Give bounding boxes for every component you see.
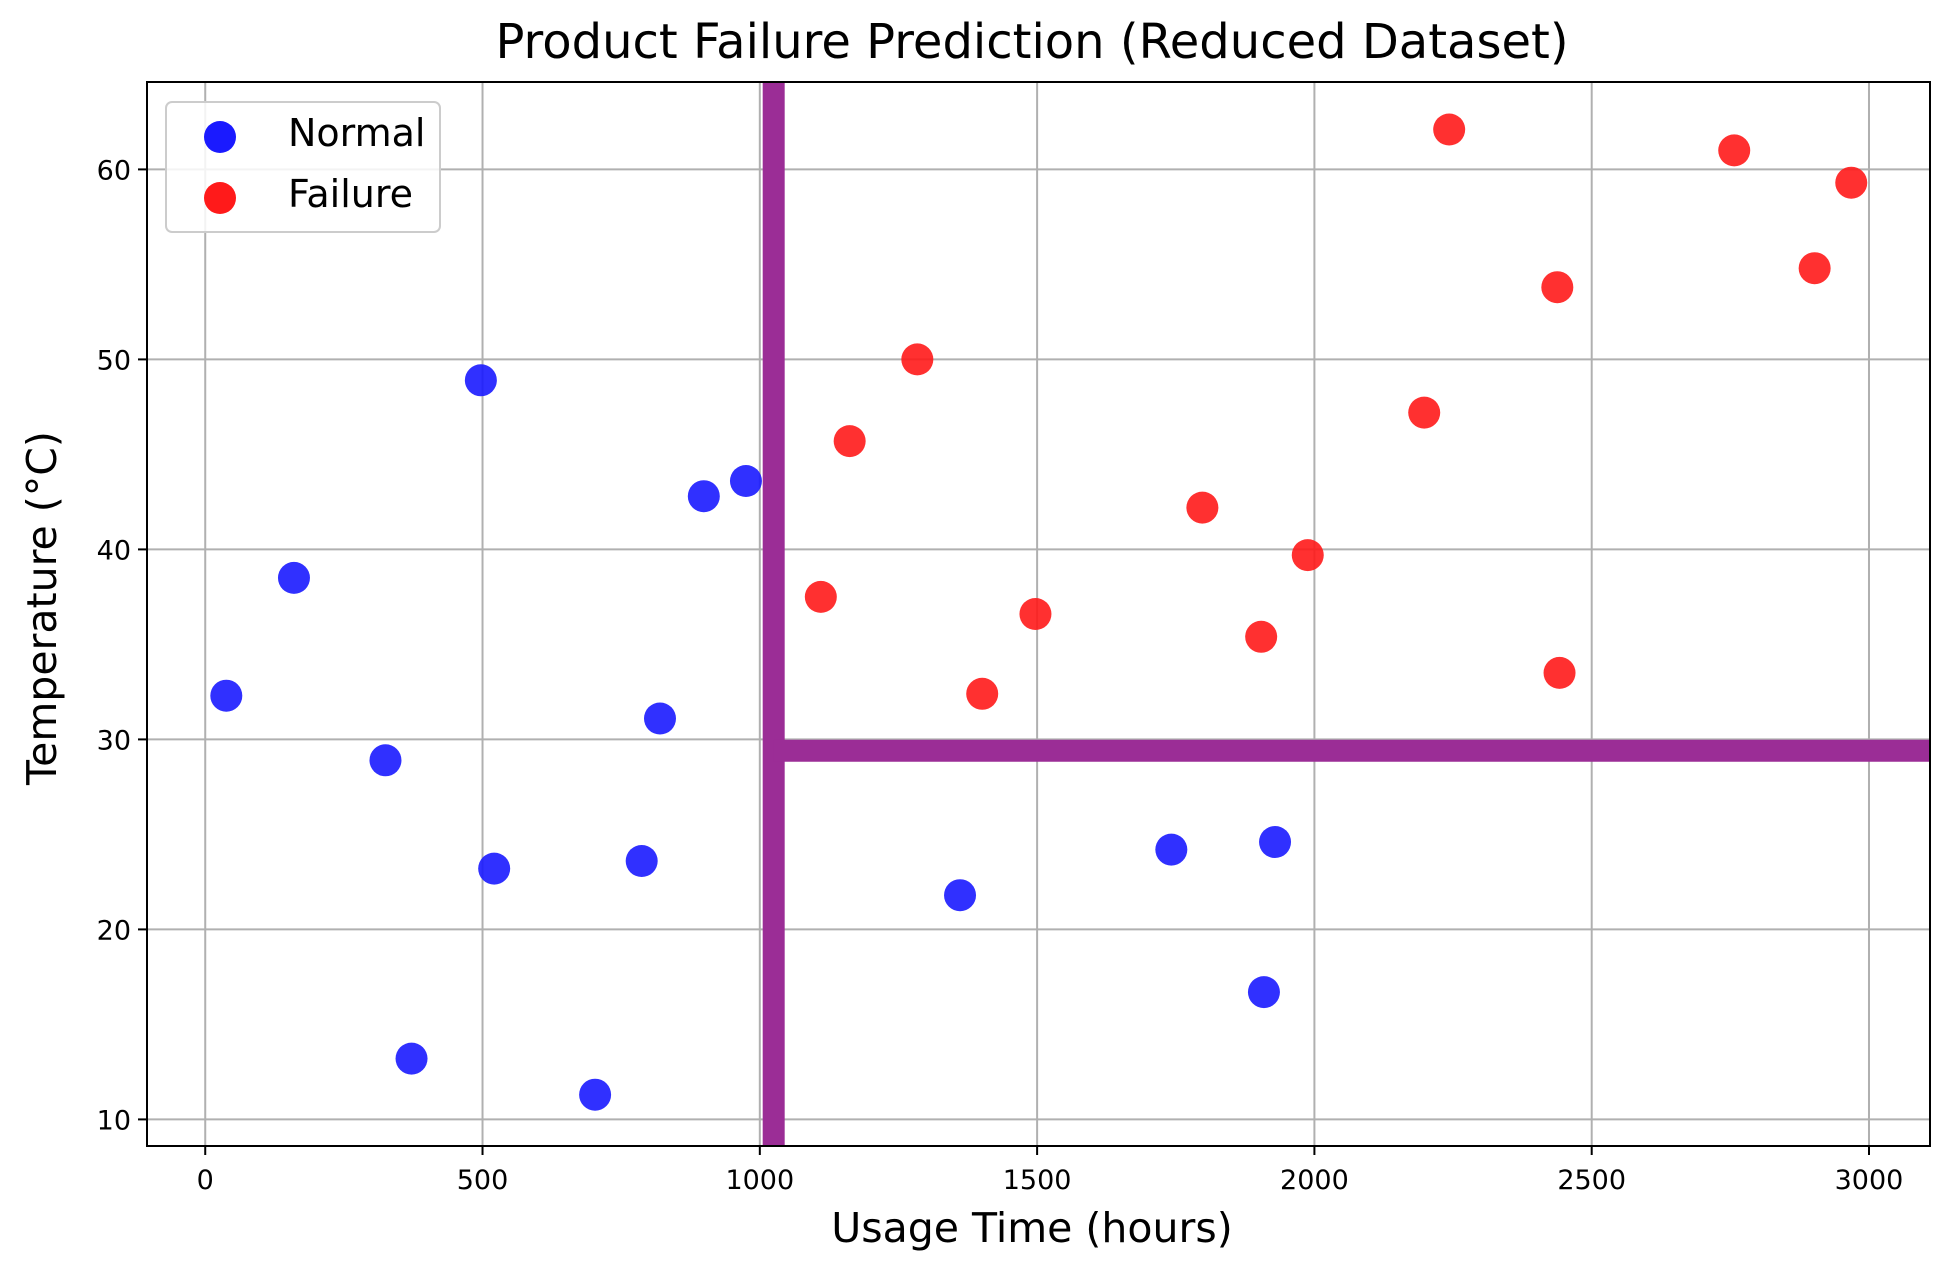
legend-marker-failure xyxy=(204,182,236,214)
point-normal xyxy=(729,465,762,497)
point-failure xyxy=(1433,113,1466,146)
x-axis-label: Usage Time (hours) xyxy=(831,1204,1232,1252)
point-normal xyxy=(277,561,310,594)
legend: Normal Failure xyxy=(165,101,441,233)
plot-frame xyxy=(146,81,1931,1147)
point-failure xyxy=(1019,598,1052,630)
point-normal xyxy=(478,852,511,885)
point-normal xyxy=(1247,976,1280,1009)
y-tick-label: 30 xyxy=(97,725,131,756)
grid-layer xyxy=(147,82,1930,1146)
point-failure xyxy=(1718,134,1751,167)
point-failure xyxy=(1408,396,1441,429)
point-failure xyxy=(966,677,999,710)
point-failure xyxy=(804,580,837,613)
y-tick-label: 10 xyxy=(97,1105,131,1136)
point-normal xyxy=(1259,826,1292,858)
point-failure xyxy=(1245,620,1278,653)
point-normal xyxy=(579,1078,612,1111)
point-normal xyxy=(464,364,497,397)
legend-marker-normal xyxy=(204,121,236,153)
legend-label-normal: Normal xyxy=(288,111,426,155)
ticks-layer: 0 500 1000 1500 2000 2500 3000 10 20 30 40 50 60 xyxy=(97,155,1904,1196)
point-failure xyxy=(1543,656,1576,689)
point-normal xyxy=(369,744,402,777)
y-tick-label: 20 xyxy=(97,915,131,946)
point-failure xyxy=(1291,539,1324,572)
y-tick-label: 40 xyxy=(97,535,131,566)
x-tick-label: 1500 xyxy=(1003,1165,1072,1196)
chart-title: Product Failure Prediction (Reduced Data… xyxy=(495,14,1568,70)
point-failure xyxy=(1186,491,1219,524)
y-tick-label: 50 xyxy=(97,345,131,376)
y-tick-label: 60 xyxy=(97,155,131,186)
point-normal xyxy=(687,480,720,513)
point-normal xyxy=(625,845,658,877)
point-normal xyxy=(643,702,676,735)
y-axis-label: Temperature (°C) xyxy=(18,431,66,786)
point-failure xyxy=(1835,166,1868,199)
point-failure xyxy=(1541,271,1574,304)
point-normal xyxy=(210,679,243,712)
point-normal xyxy=(944,879,977,912)
x-tick-label: 2000 xyxy=(1280,1165,1349,1196)
x-tick-label: 500 xyxy=(457,1165,509,1196)
point-failure xyxy=(1798,252,1831,285)
point-failure xyxy=(833,425,866,458)
point-failure xyxy=(901,343,934,376)
x-tick-label: 0 xyxy=(197,1165,214,1196)
point-normal xyxy=(395,1042,428,1075)
legend-label-failure: Failure xyxy=(288,172,413,216)
x-tick-label: 3000 xyxy=(1835,1165,1904,1196)
x-tick-label: 2500 xyxy=(1557,1165,1626,1196)
overlay-layer xyxy=(762,82,1930,1146)
point-normal xyxy=(1155,833,1188,866)
points-layer xyxy=(210,113,1868,1111)
x-tick-label: 1000 xyxy=(725,1165,794,1196)
